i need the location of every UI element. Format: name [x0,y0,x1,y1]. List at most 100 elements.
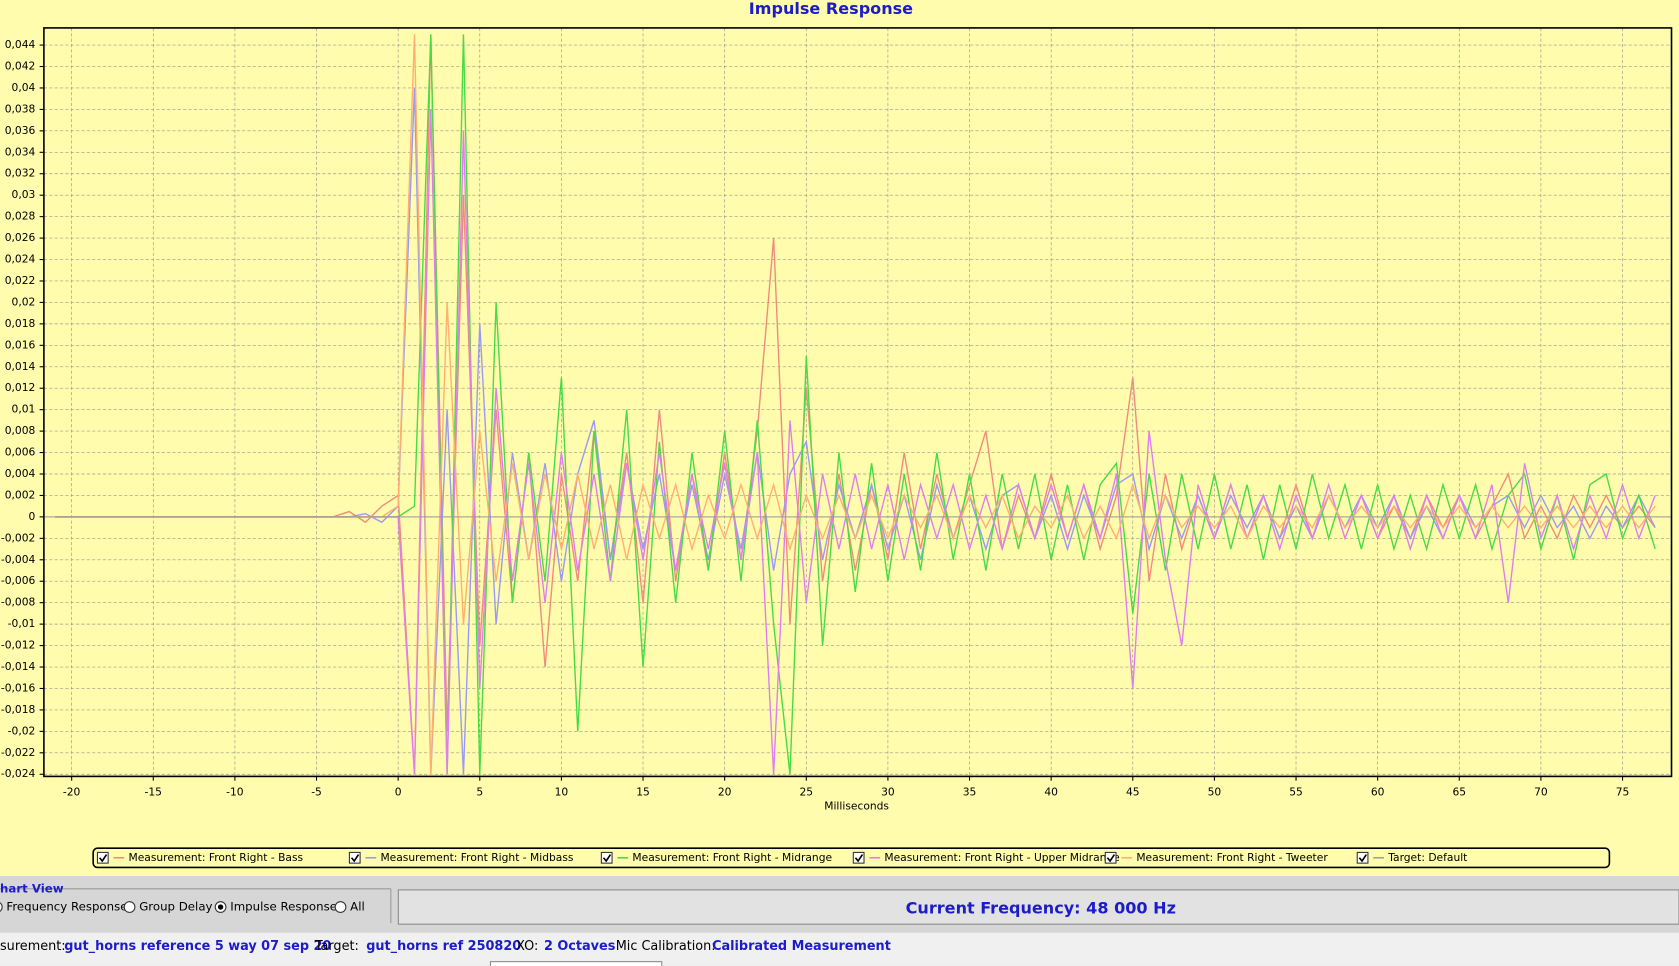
legend-label: Measurement: Front Right - Upper Midrang… [884,851,1119,864]
current-frequency: Current Frequency: 48 000 Hz [906,899,1176,918]
y-tick-label: 0,022 [5,274,36,287]
x-tick-label: 10 [555,785,569,798]
y-tick-label: 0,002 [5,488,36,501]
y-tick-label: 0,038 [5,102,36,115]
x-tick-label: 40 [1044,785,1058,798]
status-value: 2 Octaves [544,939,616,954]
radio-label: Frequency Response [6,900,127,914]
grid [43,27,1672,777]
y-tick-label: -0,002 [1,531,35,544]
y-tick-label: -0,008 [1,596,36,609]
legend-label: Measurement: Front Right - Tweeter [1136,851,1328,864]
y-tick-label: 0,008 [5,424,36,437]
x-tick-label: 50 [1208,785,1222,798]
y-tick-label: 0,034 [5,145,36,158]
y-tick-label: 0,026 [5,231,36,244]
radio-button[interactable] [0,902,3,913]
status-fields: surement:gut_horns reference 5 way 07 se… [0,939,891,954]
status-value: gut_horns ref 250820 [366,939,521,954]
y-tick-label: -0,01 [8,617,36,630]
chart-background [0,0,1679,876]
x-tick-label: 30 [881,785,895,798]
status-value: gut_horns reference 5 way 07 sep 20 [64,939,331,954]
y-tick-label: -0,018 [1,703,36,716]
radio-label: Group Delay [139,900,212,914]
status-label: Mic Calibration: [616,939,716,954]
radio-button[interactable] [334,901,347,913]
x-tick-label: 20 [718,785,732,798]
y-tick-label: -0,004 [1,553,36,566]
y-tick-label: 0,016 [5,338,36,351]
y-tick-label: 0,032 [5,167,36,180]
y-tick-label: 0,014 [5,360,36,373]
x-tick-label: 5 [476,785,483,798]
y-tick-label: -0,016 [1,681,36,694]
y-tick-label: -0,02 [8,724,36,737]
status-label: surement: [0,939,66,954]
frequency-panel [397,889,1679,925]
legend-checkbox[interactable] [1356,851,1369,864]
radio-group: Frequency Response Group Delay Impulse Res… [0,900,365,914]
radio-dot [217,904,224,910]
legend-checkbox[interactable] [852,851,865,864]
x-tick-label: 25 [799,785,813,798]
legend-checkbox[interactable] [1104,851,1117,864]
y-tick-label: -0,006 [1,574,36,587]
chart-title: Impulse Response [749,0,913,18]
x-tick-label: -10 [226,785,244,798]
legend-checkbox[interactable] [348,851,361,864]
checkmark [1358,854,1367,863]
legend-label: Measurement: Front Right - Bass [128,851,303,864]
checkmark [602,854,612,863]
legend-box [92,847,1611,869]
x-tick-label: 15 [636,785,650,798]
x-tick-label: 45 [1126,785,1140,798]
input-box[interactable] [489,961,663,966]
y-tick-label: -0,012 [1,639,35,652]
legend-checkbox[interactable] [96,851,109,864]
y-tick-label: -0,014 [1,660,36,673]
y-tick-label: 0 [29,510,36,523]
y-tick-label: 0,006 [5,446,36,459]
plot-lines [43,34,1672,775]
group-title: hart View [0,881,64,895]
y-tick-label: 0,02 [12,295,36,308]
y-tick-label: 0,042 [5,60,36,73]
status-label: Target: [314,939,359,954]
x-tick-label: 65 [1452,785,1466,798]
legend-label: Measurement: Front Right - Midbass [380,851,573,864]
x-tick-label: -5 [311,785,322,798]
y-tick-label: -0,024 [1,767,36,780]
legend-label: Measurement: Front Right - Midrange [632,851,832,864]
y-tick-label: 0,004 [5,467,36,480]
x-tick-label: -20 [63,785,81,798]
y-tick-label: 0,01 [12,403,36,416]
plot-frame [43,27,1673,778]
y-tick-label: 0,03 [12,188,36,201]
x-tick-label: -15 [145,785,162,798]
y-tick-label: 0,044 [5,38,36,51]
checkmark [350,854,360,863]
radio-label: Impulse Response [230,900,337,914]
y-tick-label: 0,028 [5,210,36,223]
x-tick-label: 75 [1616,785,1630,798]
y-tick-label: 0,018 [5,317,36,330]
tick-labels: 0,044 0,042 0,04 0,038 0,036 0,034 0,032 0,03 0,… [1,38,1629,798]
checkmark [98,854,108,863]
radio-button[interactable] [123,901,136,913]
legend-checkbox[interactable] [600,851,613,864]
status-value: Calibrated Measurement [712,939,891,954]
x-tick-label: 55 [1289,785,1303,798]
y-tick-label: 0,036 [5,124,36,137]
status-bar [0,932,1679,966]
y-tick-label: 0,024 [5,253,36,266]
checkmark [854,854,864,863]
x-axis-label: Milliseconds [824,799,889,812]
radio-label: All [350,900,365,914]
x-tick-label: 35 [963,785,977,798]
legend: Measurement: Front Right - Bass Measureme… [96,851,1467,864]
x-tick-label: 0 [395,785,402,798]
checkmark [1106,854,1116,863]
x-tick-label: 60 [1371,785,1385,798]
x-tick-label: 70 [1534,785,1548,798]
